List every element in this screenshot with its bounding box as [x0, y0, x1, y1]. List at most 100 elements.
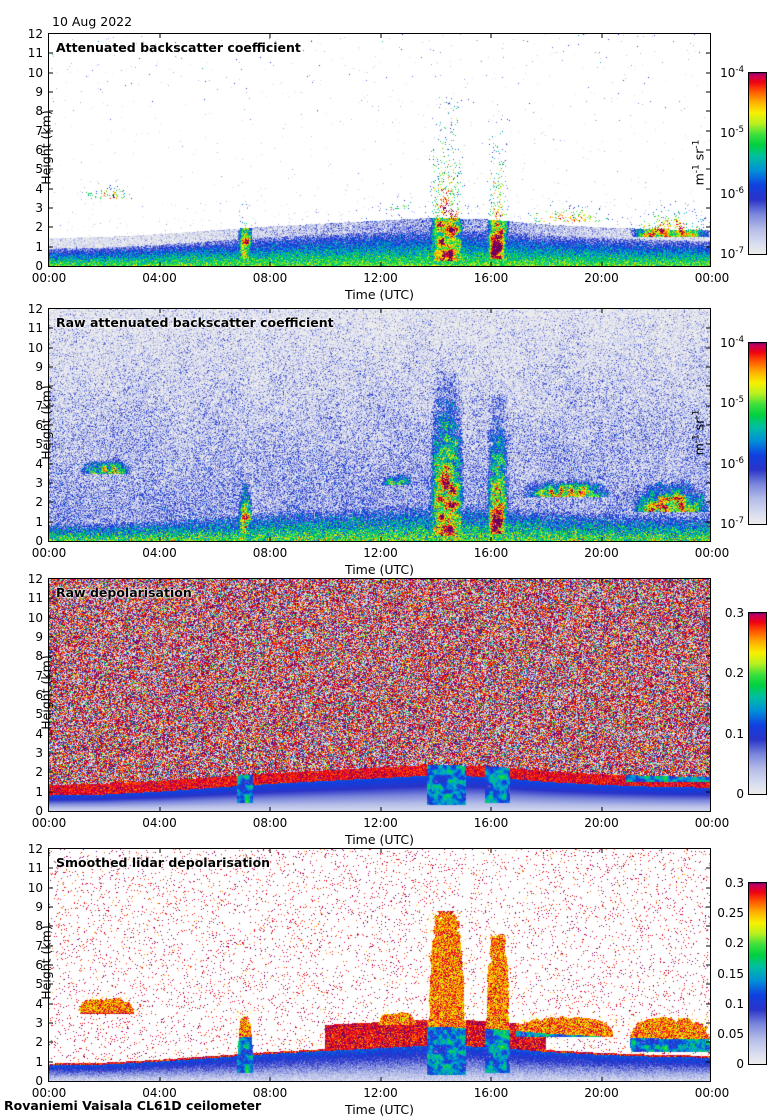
x-tick-label: 08:00: [252, 546, 288, 560]
y-tick-label: 0: [35, 804, 43, 818]
y-tick-mark: [48, 52, 53, 54]
y-tick-mark: [48, 463, 53, 465]
x-tick-mark: [380, 848, 381, 853]
heatmap-canvas-raw-attenuated-backscatter: [49, 309, 710, 541]
y-tick-mark: [706, 327, 711, 329]
y-tick-mark: [706, 482, 711, 484]
y-tick-mark: [706, 1041, 711, 1043]
y-tick-mark: [48, 694, 53, 696]
plot-area-smoothed-lidar-depolarisation[interactable]: Smoothed lidar depolarisation: [48, 848, 711, 1082]
y-tick-label: 0: [35, 534, 43, 548]
panel-title-raw-attenuated-backscatter: Raw attenuated backscatter coefficient: [56, 315, 334, 330]
x-tick-label: 20:00: [584, 546, 619, 560]
x-tick-label: 12:00: [363, 546, 398, 560]
x-tick-mark: [601, 537, 602, 542]
colorbar-tick-label: 0.3: [724, 606, 744, 620]
y-tick-mark: [706, 925, 711, 927]
x-tick-label: 04:00: [142, 271, 177, 285]
panel-raw-attenuated-backscatter: Raw attenuated backscatter coefficient 0 1…: [28, 302, 730, 577]
y-tick-label: 9: [35, 85, 43, 99]
plot-area-raw-attenuated-backscatter[interactable]: Raw attenuated backscatter coefficient: [48, 308, 711, 542]
x-tick-label: 04:00: [142, 546, 177, 560]
y-tick-mark: [706, 983, 711, 985]
y-tick-mark: [706, 733, 711, 735]
y-tick-mark: [706, 597, 711, 599]
x-tick-mark: [380, 537, 381, 542]
y-tick-mark: [48, 1003, 53, 1005]
y-axis-label: Height (km): [38, 655, 54, 730]
y-tick-mark: [706, 168, 711, 170]
x-tick-mark: [601, 33, 602, 38]
y-tick-label: 4: [35, 726, 43, 741]
y-tick-mark: [706, 385, 711, 387]
x-tick-mark: [159, 308, 160, 313]
x-tick-mark: [269, 807, 271, 812]
y-tick-label: 3: [35, 201, 43, 215]
y-axis-label: Height (km): [38, 110, 54, 185]
y-tick-mark: [48, 1061, 53, 1063]
x-tick-label: 20:00: [584, 816, 619, 830]
x-axis-label: Time (UTC): [344, 1102, 415, 1117]
y-tick-mark: [48, 964, 53, 966]
y-tick-label: 6: [35, 958, 43, 972]
x-tick-mark: [380, 578, 381, 583]
colorbar-smoothed-lidar-depolarisation: 0 0.05 0.1 0.15 0.2 0.25 0.3: [717, 876, 767, 1071]
y-tick-mark: [706, 424, 711, 426]
y-tick-label: 6: [35, 688, 43, 702]
plot-area-attenuated-backscatter[interactable]: Attenuated backscatter coefficient: [48, 33, 711, 267]
colorbar-tick-label: 0.05: [717, 1026, 744, 1041]
x-tick-label: 12:00: [363, 816, 398, 830]
y-tick-mark: [706, 636, 711, 638]
x-tick-label: 00:00: [31, 271, 67, 285]
colorbar-tick-label: 0.3: [724, 876, 744, 890]
x-tick-label: 16:00: [473, 546, 509, 560]
x-tick-mark: [159, 578, 160, 583]
y-tick-mark: [48, 246, 53, 248]
colorbar-tick-label: 10-4: [720, 65, 744, 80]
y-tick-mark: [48, 110, 53, 112]
panel-raw-depolarisation: Raw depolarisation 0 1 2 3 4 5 6 7 8 9 10 11 12 00:00 0…: [28, 572, 730, 847]
x-tick-mark: [601, 578, 602, 583]
x-tick-mark: [380, 33, 381, 38]
y-tick-label: 2: [35, 495, 43, 510]
y-tick-mark: [48, 906, 53, 908]
x-tick-label: 04:00: [142, 816, 177, 830]
colorbar-tick-label: 10-6: [720, 185, 744, 201]
x-tick-label: 04:00: [142, 1086, 177, 1100]
y-tick-mark: [48, 655, 53, 657]
y-tick-label: 2: [35, 765, 43, 780]
y-tick-label: 10: [27, 65, 43, 80]
x-tick-label: 00:00: [31, 546, 67, 560]
y-tick-mark: [706, 130, 711, 132]
y-tick-mark: [48, 867, 53, 869]
colorbar-attenuated-backscatter: 10-4 10-5 10-6 10-7 m-1 sr-1: [691, 66, 767, 261]
y-tick-label: 7: [35, 123, 43, 138]
x-tick-label: 16:00: [473, 816, 509, 830]
heatmap-canvas-smoothed-lidar-depolarisation: [49, 849, 710, 1081]
x-tick-mark: [490, 578, 492, 583]
y-tick-label: 5: [35, 437, 43, 452]
y-tick-label: 5: [35, 977, 43, 992]
colorbar-raw-attenuated-backscatter: 10-4 10-5 10-6 10-7 m-1 sr-1: [691, 336, 767, 531]
plot-area-raw-depolarisation[interactable]: Raw depolarisation: [48, 578, 711, 812]
y-tick-mark: [48, 983, 53, 985]
x-tick-mark: [269, 262, 271, 267]
y-tick-mark: [48, 207, 53, 209]
x-tick-label: 00:00: [694, 546, 730, 560]
figure-date: 10 Aug 2022: [52, 14, 133, 29]
y-tick-mark: [706, 945, 711, 947]
y-tick-mark: [706, 1061, 711, 1063]
y-tick-label: 0: [35, 1074, 43, 1088]
y-tick-label: 4: [35, 996, 43, 1011]
x-tick-mark: [159, 807, 160, 812]
y-axis-label: Height (km): [38, 925, 54, 1000]
x-tick-label: 00:00: [694, 271, 730, 285]
y-tick-label: 1: [35, 239, 43, 254]
y-tick-mark: [48, 130, 53, 132]
panel-title-smoothed-lidar-depolarisation: Smoothed lidar depolarisation: [56, 855, 271, 870]
y-tick-label: 8: [35, 379, 43, 394]
y-tick-mark: [706, 617, 711, 619]
y-tick-label: 8: [35, 649, 43, 664]
colorbar-tick-label: 0.1: [724, 996, 744, 1011]
